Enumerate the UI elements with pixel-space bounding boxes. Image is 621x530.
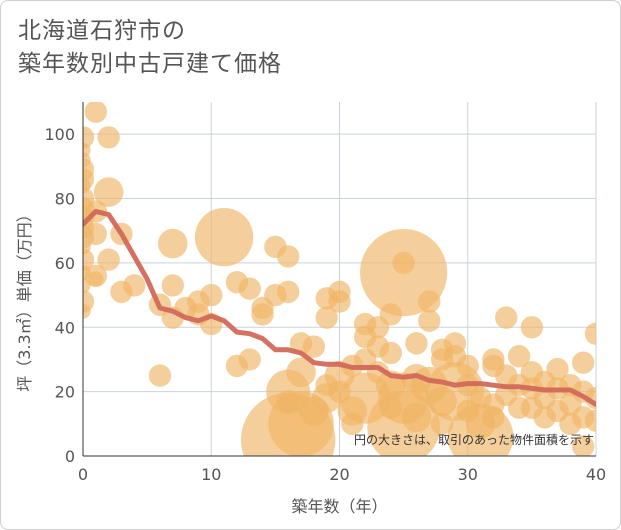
data-bubble <box>194 207 254 267</box>
data-bubble <box>302 335 326 358</box>
data-bubble <box>584 409 596 432</box>
data-bubble <box>328 290 351 313</box>
x-tick-label: 30 <box>458 465 478 484</box>
data-bubble <box>571 435 595 456</box>
data-bubble <box>97 126 120 149</box>
data-bubble <box>277 245 300 268</box>
y-tick-label: 100 <box>44 125 75 144</box>
y-tick-label: 80 <box>55 190 75 209</box>
data-bubble <box>84 102 108 123</box>
data-bubble <box>286 357 316 388</box>
data-bubble <box>238 348 261 371</box>
y-axis-label: 坪（3.3㎡）単価（万円） <box>15 206 34 391</box>
y-tick-label: 40 <box>55 318 75 337</box>
y-tick-label: 20 <box>55 383 75 402</box>
x-tick-label: 20 <box>329 465 349 484</box>
data-bubble <box>88 271 104 287</box>
data-bubble <box>520 316 544 339</box>
data-bubble <box>83 303 91 319</box>
bubble-series <box>83 102 596 456</box>
data-bubble <box>251 303 274 326</box>
y-tick-label: 60 <box>55 254 75 273</box>
data-bubble <box>456 354 479 378</box>
data-bubble <box>161 274 184 297</box>
chart-title: 北海道石狩市の 築年数別中古戸建て価格 <box>18 15 282 81</box>
data-bubble <box>418 309 441 333</box>
data-bubble <box>379 341 402 365</box>
data-bubble <box>83 126 95 149</box>
data-bubble <box>507 345 531 368</box>
data-bubble <box>482 406 505 429</box>
data-bubble <box>97 248 120 271</box>
tick-labels: 0 10 20 30 40 0 20 40 60 80 100 <box>44 125 606 484</box>
data-bubble <box>200 283 223 307</box>
data-bubble <box>84 222 108 246</box>
data-bubble <box>277 280 300 304</box>
axes <box>82 102 596 457</box>
data-bubble <box>546 357 569 381</box>
data-bubble <box>93 177 124 207</box>
data-bubble <box>584 322 596 345</box>
data-bubble <box>148 364 172 387</box>
x-tick-label: 40 <box>586 465 606 484</box>
data-bubble <box>571 351 595 374</box>
data-bubble <box>495 306 518 329</box>
data-bubble <box>405 332 428 355</box>
trend-series <box>83 208 596 407</box>
data-bubble <box>418 290 441 313</box>
data-bubble <box>83 248 95 271</box>
y-tick-label: 0 <box>65 447 75 466</box>
bubble-size-note: 円の大きさは、取引のあった物件面積を示す <box>354 432 594 447</box>
data-bubble <box>315 306 338 329</box>
data-bubble <box>401 402 432 433</box>
title-line-1: 北海道石狩市の <box>18 18 186 44</box>
data-bubble <box>238 277 261 300</box>
title-line-2: 築年数別中古戸建て価格 <box>18 51 282 77</box>
x-axis-label: 築年数（年） <box>291 497 387 516</box>
data-bubble <box>123 274 146 297</box>
x-tick-label: 10 <box>201 465 221 484</box>
trend-line <box>83 208 596 407</box>
x-tick-label: 0 <box>78 465 88 484</box>
data-bubble <box>157 228 188 259</box>
